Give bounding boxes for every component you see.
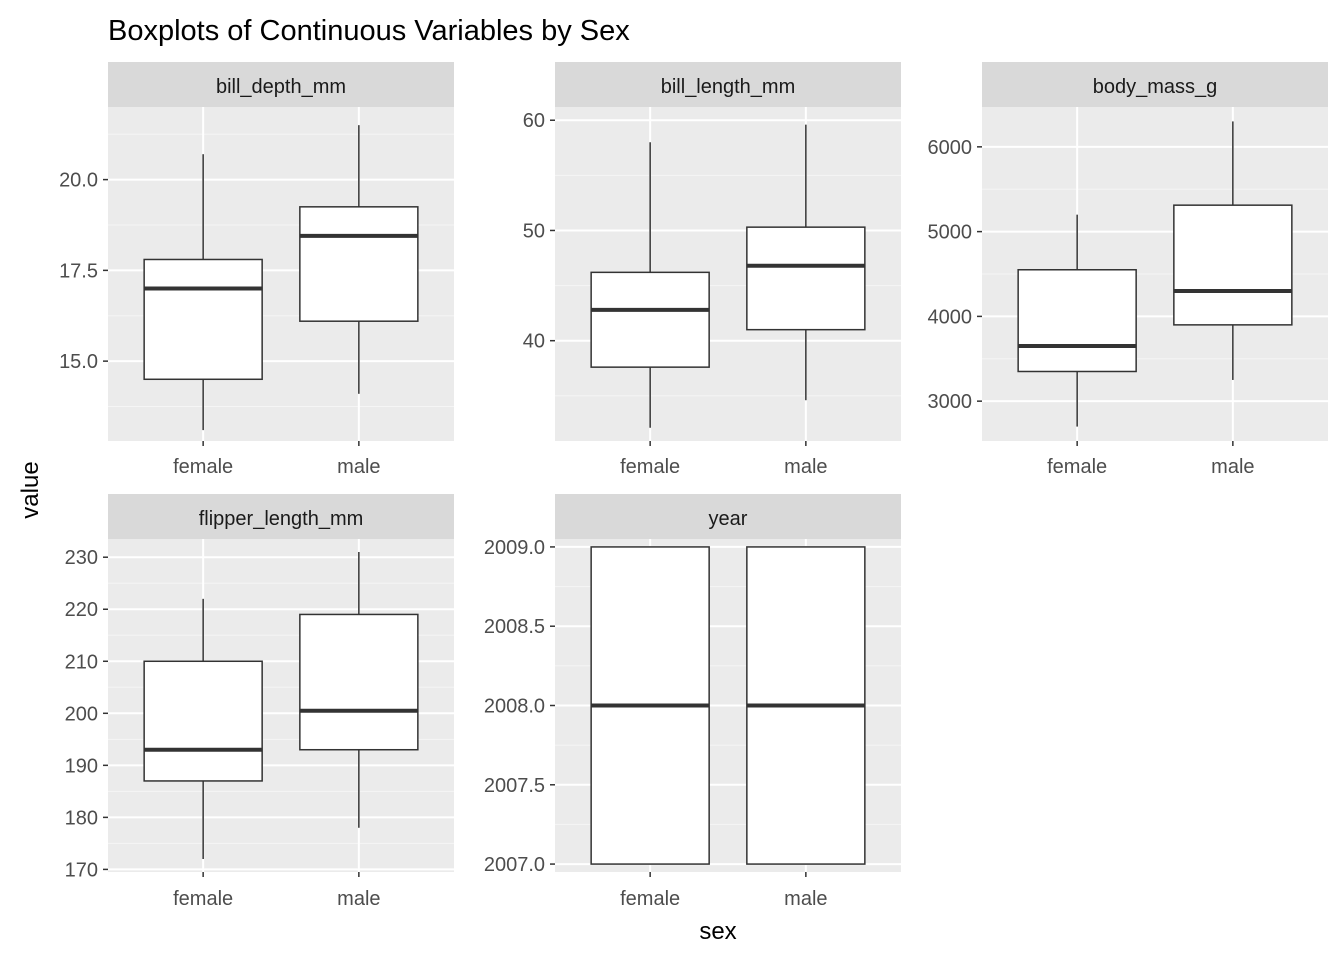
iqr-box: [746, 226, 866, 331]
y-tick-label: 170: [65, 859, 98, 881]
box-male: [1173, 121, 1293, 380]
facet-bill-depth-mm: bill_depth_mm 15.0 17.5 20.0 female male: [59, 62, 454, 478]
y-tick-label: 210: [65, 651, 98, 673]
facet-strip: [555, 494, 901, 539]
iqr-box: [1173, 204, 1293, 326]
y-tick-label: 6000: [928, 137, 973, 159]
box-female: [143, 598, 263, 859]
y-tick-label: 40: [523, 331, 545, 353]
x-axis-title: sex: [699, 918, 736, 945]
iqr-box: [299, 206, 419, 322]
box-female: [590, 546, 710, 865]
y-tick-label: 180: [65, 807, 98, 829]
iqr-box: [143, 258, 263, 381]
facet-strip-label: flipper_length_mm: [199, 508, 364, 530]
iqr-box: [143, 660, 263, 782]
y-tick-label: 200: [65, 703, 98, 725]
x-tick-label: male: [784, 888, 827, 910]
y-tick-label: 5000: [928, 222, 973, 244]
y-tick-label: 17.5: [59, 260, 98, 282]
y-tick-label: 220: [65, 599, 98, 621]
facet-strip: [108, 494, 454, 539]
facet-bill-length-mm: bill_length_mm 40 50 60 female male: [523, 62, 901, 478]
x-tick-label: female: [1047, 456, 1107, 478]
y-tick-label: 2007.0: [484, 854, 545, 876]
facet-strip: [108, 62, 454, 107]
y-tick-label: 3000: [928, 391, 973, 413]
facet-strip-label: bill_depth_mm: [216, 76, 346, 98]
x-tick-label: male: [1211, 456, 1254, 478]
x-tick-label: female: [173, 456, 233, 478]
facet-strip-label: year: [709, 508, 748, 530]
box-male: [299, 552, 419, 828]
x-tick-label: female: [620, 456, 680, 478]
iqr-box: [590, 271, 710, 368]
box-male: [746, 124, 866, 401]
iqr-box: [1017, 269, 1137, 373]
x-tick-label: female: [620, 888, 680, 910]
box-male: [299, 125, 419, 394]
y-tick-label: 230: [65, 547, 98, 569]
y-tick-label: 20.0: [59, 170, 98, 192]
y-tick-label: 2009.0: [484, 537, 545, 559]
y-tick-label: 190: [65, 755, 98, 777]
facet-year: year 2007.0 2007.5 2008.0 2008.5 2009.0 female…: [484, 494, 901, 910]
iqr-box: [299, 613, 419, 751]
facet-strip-label: bill_length_mm: [661, 76, 796, 98]
facet-flipper-length-mm: flipper_length_mm 170 180 190 200 210 220 230 fe…: [65, 494, 454, 910]
y-tick-label: 4000: [928, 306, 973, 328]
y-tick-label: 60: [523, 110, 545, 132]
y-tick-label: 2007.5: [484, 775, 545, 797]
y-axis-title: value: [17, 461, 44, 518]
facet-body-mass-g: body_mass_g 3000 4000 5000 6000 female male: [928, 62, 1328, 478]
x-tick-label: male: [337, 456, 380, 478]
x-tick-label: male: [337, 888, 380, 910]
facet-strip: [555, 62, 901, 107]
facet-strip-label: body_mass_g: [1093, 76, 1218, 98]
box-female: [590, 142, 710, 428]
x-tick-label: male: [784, 456, 827, 478]
y-tick-label: 15.0: [59, 351, 98, 373]
box-female: [143, 154, 263, 431]
y-tick-label: 50: [523, 220, 545, 242]
box-female: [1017, 214, 1137, 427]
facet-strip: [982, 62, 1328, 107]
chart-title: Boxplots of Continuous Variables by Sex: [108, 15, 630, 47]
x-tick-label: female: [173, 888, 233, 910]
y-tick-label: 2008.0: [484, 696, 545, 718]
box-male: [746, 546, 866, 865]
y-tick-label: 2008.5: [484, 616, 545, 638]
